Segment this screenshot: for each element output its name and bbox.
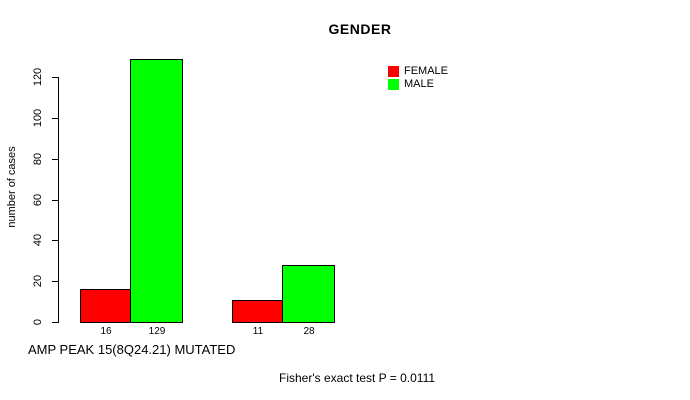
x-axis-label: AMP PEAK 15(8Q24.21) MUTATED [28,342,236,357]
y-axis-label: number of cases [6,146,18,228]
legend-item-female: FEMALE [388,65,448,78]
y-axis-tick-label: 20 [32,274,44,288]
bar-female-group2 [232,300,283,323]
male-color-swatch [388,79,399,90]
bar-value-label: 129 [148,326,166,337]
y-axis-tick [52,118,58,119]
y-axis-tick [52,200,58,201]
y-axis-tick [52,240,58,241]
female-color-swatch [388,66,399,77]
bar-female-group1 [80,289,131,323]
legend: FEMALE MALE [388,65,448,91]
y-axis-tick [52,322,58,323]
y-axis-tick-label: 0 [32,318,44,326]
y-axis-tick [52,281,58,282]
bar-value-label: 28 [303,326,315,337]
y-axis-tick-label: 100 [32,108,44,128]
legend-label-female: FEMALE [404,65,449,77]
legend-label-male: MALE [404,78,434,90]
bar-value-label: 16 [100,326,112,337]
bar-male-group1 [130,59,183,323]
bar-male-group2 [282,265,335,323]
y-axis-tick-label: 120 [32,67,44,87]
bar-value-label: 11 [252,326,264,337]
fisher-test-annotation: Fisher's exact test P = 0.0111 [279,371,436,385]
chart-title: GENDER [328,21,392,37]
y-axis-tick [52,159,58,160]
y-axis-tick [52,77,58,78]
y-axis-tick-label: 40 [32,233,44,247]
legend-item-male: MALE [388,78,448,91]
y-axis-tick-label: 60 [32,193,44,207]
y-axis-tick-label: 80 [32,152,44,166]
y-axis-line [58,77,59,323]
